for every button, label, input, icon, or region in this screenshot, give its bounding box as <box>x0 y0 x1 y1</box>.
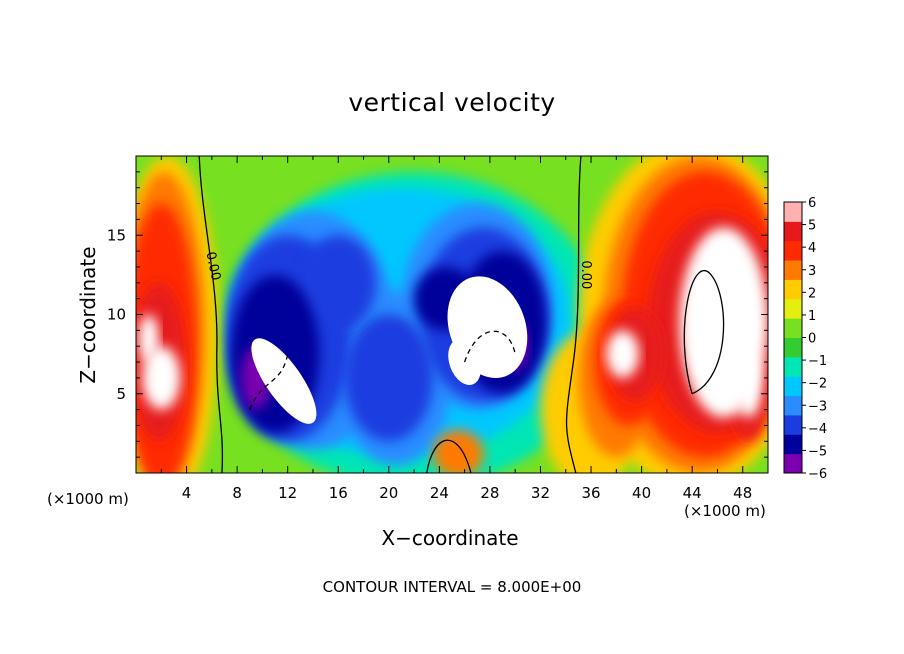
colorbar-swatch <box>784 356 802 377</box>
colorbar-tick-label: −2 <box>808 377 827 392</box>
contour-label: 0.00 <box>578 260 593 289</box>
zero-contour-line <box>683 269 725 395</box>
x-tick-label: 16 <box>329 484 348 502</box>
colorbar-tick-label: 1 <box>808 309 816 324</box>
colorbar-tick-label: 5 <box>808 219 816 234</box>
x-tick-label: 32 <box>531 484 550 502</box>
x-unit-label-left: (×1000 m) <box>47 490 129 508</box>
colorbar-swatch <box>784 298 802 319</box>
colorbar-swatch <box>784 240 802 261</box>
y-tick-label: 5 <box>116 385 126 403</box>
updraft-region <box>138 314 159 363</box>
x-unit-label-right: (×1000 m) <box>684 502 766 520</box>
zero-contour-line <box>198 156 224 473</box>
negative-contour-line <box>464 330 516 363</box>
colorbar-swatch <box>784 202 802 222</box>
colorbar-tick-label: −4 <box>808 422 827 437</box>
x-tick-label: 4 <box>182 484 192 502</box>
colorbar-swatch <box>784 260 802 280</box>
updraft-region <box>606 330 640 378</box>
x-tick-label: 48 <box>733 484 752 502</box>
downdraft-region <box>344 314 434 442</box>
x-tick-label: 8 <box>232 484 242 502</box>
colorbar-swatch <box>784 279 802 300</box>
colorbar-tick-label: 6 <box>808 196 816 211</box>
colorbar-tick-label: 3 <box>808 264 816 279</box>
chart-title: vertical velocity <box>348 88 556 117</box>
y-tick-label: 10 <box>107 306 126 324</box>
colorbar-tick-label: 0 <box>808 332 816 347</box>
x-tick-label: 20 <box>379 484 398 502</box>
colorbar-swatch <box>784 376 802 397</box>
colorbar-swatch <box>784 337 802 358</box>
x-tick-label: 24 <box>430 484 449 502</box>
colorbar-swatch <box>784 318 802 338</box>
colorbar-tick-label: −5 <box>808 444 827 459</box>
updraft-region <box>142 346 181 410</box>
zero-contour-line <box>565 156 582 473</box>
y-axis-label: Z−coordinate <box>76 246 100 384</box>
updraft-core <box>251 338 317 424</box>
colorbar-tick-label: 2 <box>808 286 816 301</box>
colorbar-tick-label: −6 <box>808 467 827 482</box>
x-tick-label: 44 <box>683 484 702 502</box>
heatmap-field <box>136 156 768 473</box>
colorbar-swatch <box>784 221 802 242</box>
downdraft-region <box>300 235 377 331</box>
colorbar-swatch <box>784 434 802 455</box>
colorbar-tick-label: 4 <box>808 241 816 256</box>
colorbar-swatch <box>784 453 802 474</box>
x-tick-label: 36 <box>581 484 600 502</box>
contour-label: 0.00 <box>202 251 223 282</box>
negative-contour-line <box>249 353 289 410</box>
x-tick-label: 28 <box>480 484 499 502</box>
colorbar-swatch <box>784 395 802 416</box>
colorbar-tick-label: −3 <box>808 399 827 414</box>
zero-contour-line <box>426 439 472 473</box>
x-axis-label: X−coordinate <box>381 526 519 550</box>
updraft-region <box>736 354 762 418</box>
y-tick-label: 15 <box>107 226 126 244</box>
colorbar-tick-label: −1 <box>808 354 827 369</box>
colorbar-swatch <box>784 414 802 435</box>
contour-interval-note: CONTOUR INTERVAL = 8.000E+00 <box>322 578 582 596</box>
updraft-region <box>433 430 484 473</box>
x-tick-label: 40 <box>632 484 651 502</box>
x-tick-label: 12 <box>278 484 297 502</box>
